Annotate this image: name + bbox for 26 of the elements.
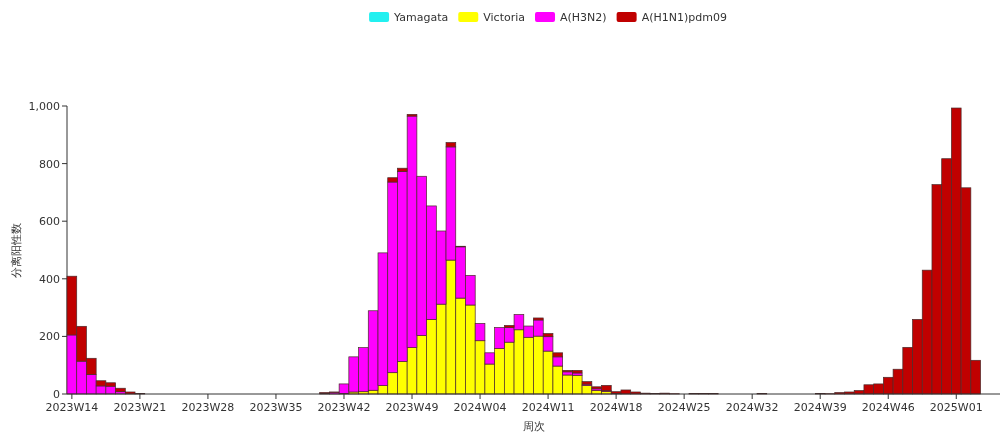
x-tick-label: 2025W01 <box>929 401 983 414</box>
x-tick-label: 2023W21 <box>113 401 167 414</box>
y-tick-label: 200 <box>39 330 60 344</box>
y-tick-label: 1,000 <box>28 100 60 113</box>
x-tick-label: 2023W49 <box>385 401 439 414</box>
y-axis-title: 分离阳性数 <box>10 222 23 278</box>
y-tick-label: 800 <box>39 157 60 171</box>
x-tick-label: 2024W25 <box>657 401 711 414</box>
legend-label: A(H1N1)pdm09 <box>641 11 727 24</box>
legend-label: Victoria <box>483 11 526 24</box>
y-tick-label: 400 <box>39 272 60 286</box>
legend-label: Yamagata <box>393 11 449 24</box>
x-tick-label: 2023W42 <box>317 401 371 414</box>
x-tick-label: 2024W32 <box>725 401 779 414</box>
x-tick-label: 2023W28 <box>181 401 235 414</box>
y-tick-label: 0 <box>53 388 60 401</box>
x-tick-label: 2024W18 <box>589 401 643 414</box>
legend-label: A(H3N2) <box>560 11 607 24</box>
x-tick-label: 2024W46 <box>861 401 915 414</box>
x-tick-label: 2023W35 <box>249 401 303 414</box>
x-tick-label: 2024W39 <box>793 401 847 414</box>
x-tick-label: 2024W04 <box>453 401 507 414</box>
y-tick-label: 600 <box>39 215 60 229</box>
x-axis-title: 周次 <box>522 420 545 432</box>
x-tick-label: 2024W11 <box>521 401 575 414</box>
x-tick-label: 2023W14 <box>45 401 99 414</box>
